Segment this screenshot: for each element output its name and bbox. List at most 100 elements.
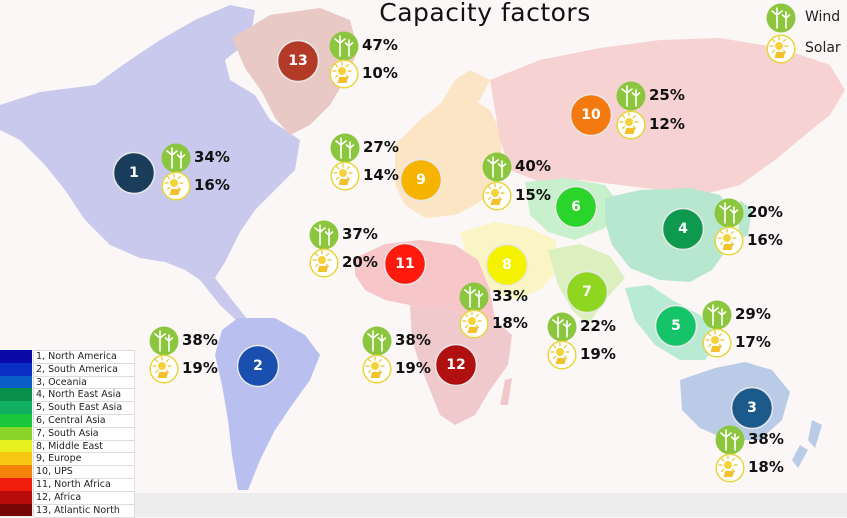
region-marker <box>383 242 427 286</box>
region-shape-new-zealand <box>808 420 822 448</box>
region-marker <box>554 185 598 229</box>
wind-capacity-value: 34% <box>194 148 230 166</box>
sun-icon <box>616 110 646 140</box>
wind-turbine-icon <box>459 282 489 312</box>
solar-capacity-value: 20% <box>342 253 378 271</box>
region-marker <box>276 39 320 83</box>
sun-icon <box>161 171 191 201</box>
region-marker <box>236 344 280 388</box>
map-title: Capacity factors <box>379 0 591 27</box>
wind-turbine-icon <box>330 133 360 163</box>
wind-turbine-icon <box>766 3 796 33</box>
legend-row: 13, Atlantic North <box>0 503 135 518</box>
region-shape-north-america <box>0 5 300 280</box>
wind-capacity-value: 27% <box>363 138 399 156</box>
legend-row: 6, Central Asia <box>0 413 135 428</box>
sun-icon <box>702 328 732 358</box>
solar-capacity-value: 16% <box>747 231 783 249</box>
wind-capacity-value: 22% <box>580 317 616 335</box>
legend-row: 3, Oceania <box>0 375 135 390</box>
region-number: 6 <box>571 199 581 215</box>
legend-swatch <box>0 439 32 453</box>
wind-turbine-icon <box>714 198 744 228</box>
sun-icon <box>362 354 392 384</box>
legend-label: 13, Atlantic North <box>33 503 135 518</box>
legend-swatch <box>0 375 32 389</box>
solar-capacity-value: 19% <box>395 359 431 377</box>
region-marker <box>661 207 705 251</box>
legend-row: 12, Africa <box>0 490 135 505</box>
wind-turbine-icon <box>547 312 577 342</box>
wind-turbine-icon <box>702 300 732 330</box>
legend-row: 9, Europe <box>0 452 135 467</box>
region-number: 3 <box>747 400 757 416</box>
legend-row: 11, North Africa <box>0 477 135 492</box>
solar-capacity-value: 14% <box>363 166 399 184</box>
legend-row: 5, South East Asia <box>0 401 135 416</box>
region-number: 1 <box>129 165 139 181</box>
legend-swatch <box>0 388 32 402</box>
region-shape-ups <box>490 38 845 195</box>
region-marker <box>112 151 156 195</box>
legend-swatch <box>0 452 32 466</box>
legend-row: 1, North America <box>0 350 135 364</box>
region-marker <box>434 343 478 387</box>
wind-capacity-value: 38% <box>748 430 784 448</box>
region-marker <box>569 93 613 137</box>
sun-icon <box>329 59 359 89</box>
sun-icon <box>482 181 512 211</box>
region-shape-scandinavia <box>440 70 490 110</box>
legend-row: 2, South America <box>0 362 135 377</box>
legend-swatch <box>0 477 32 491</box>
legend-swatch <box>0 490 32 504</box>
legend-swatch <box>0 362 32 376</box>
region-number: 8 <box>502 257 512 273</box>
region-shape-madagascar <box>500 378 512 405</box>
solar-capacity-value: 18% <box>748 458 784 476</box>
legend-swatch <box>0 413 32 427</box>
legend-swatch <box>0 465 32 478</box>
region-number: 13 <box>288 53 308 69</box>
solar-capacity-value: 19% <box>580 345 616 363</box>
region-marker <box>730 386 774 430</box>
legend-row: 10, UPS <box>0 465 135 480</box>
wind-capacity-value: 20% <box>747 203 783 221</box>
region-number: 4 <box>678 221 688 237</box>
region-number: 11 <box>395 256 415 272</box>
solar-capacity-value: 15% <box>515 186 551 204</box>
legend-row: 4, North East Asia <box>0 388 135 403</box>
wind-capacity-value: 40% <box>515 157 551 175</box>
legend-swatch <box>0 350 32 363</box>
region-color-legend: 1, North America 2, South America 3, Ocean… <box>0 350 135 518</box>
wind-turbine-icon <box>482 152 512 182</box>
wind-capacity-value: 29% <box>735 305 771 323</box>
region-shape-central-america <box>200 278 248 322</box>
sun-icon <box>149 354 179 384</box>
sun-icon <box>714 226 744 256</box>
key-solar-label: Solar <box>805 40 841 56</box>
wind-turbine-icon <box>329 31 359 61</box>
wind-turbine-icon <box>715 425 745 455</box>
wind-turbine-icon <box>161 143 191 173</box>
region-shape-new-zealand-south <box>792 445 808 468</box>
sun-icon <box>309 248 339 278</box>
region-number: 2 <box>253 358 263 374</box>
region-number: 7 <box>582 284 592 300</box>
region-marker <box>399 158 443 202</box>
wind-turbine-icon <box>362 326 392 356</box>
key-wind-label: Wind <box>805 9 841 25</box>
wind-capacity-value: 37% <box>342 225 378 243</box>
wind-capacity-value: 38% <box>182 331 218 349</box>
legend-row: 7, South Asia <box>0 426 135 441</box>
solar-capacity-value: 19% <box>182 359 218 377</box>
sun-icon <box>715 453 745 483</box>
solar-capacity-value: 16% <box>194 176 230 194</box>
wind-capacity-value: 38% <box>395 331 431 349</box>
sun-icon <box>766 34 796 64</box>
solar-capacity-value: 17% <box>735 333 771 351</box>
solar-capacity-value: 10% <box>362 64 398 82</box>
wind-turbine-icon <box>309 220 339 250</box>
region-number: 9 <box>416 172 426 188</box>
sun-icon <box>547 340 577 370</box>
